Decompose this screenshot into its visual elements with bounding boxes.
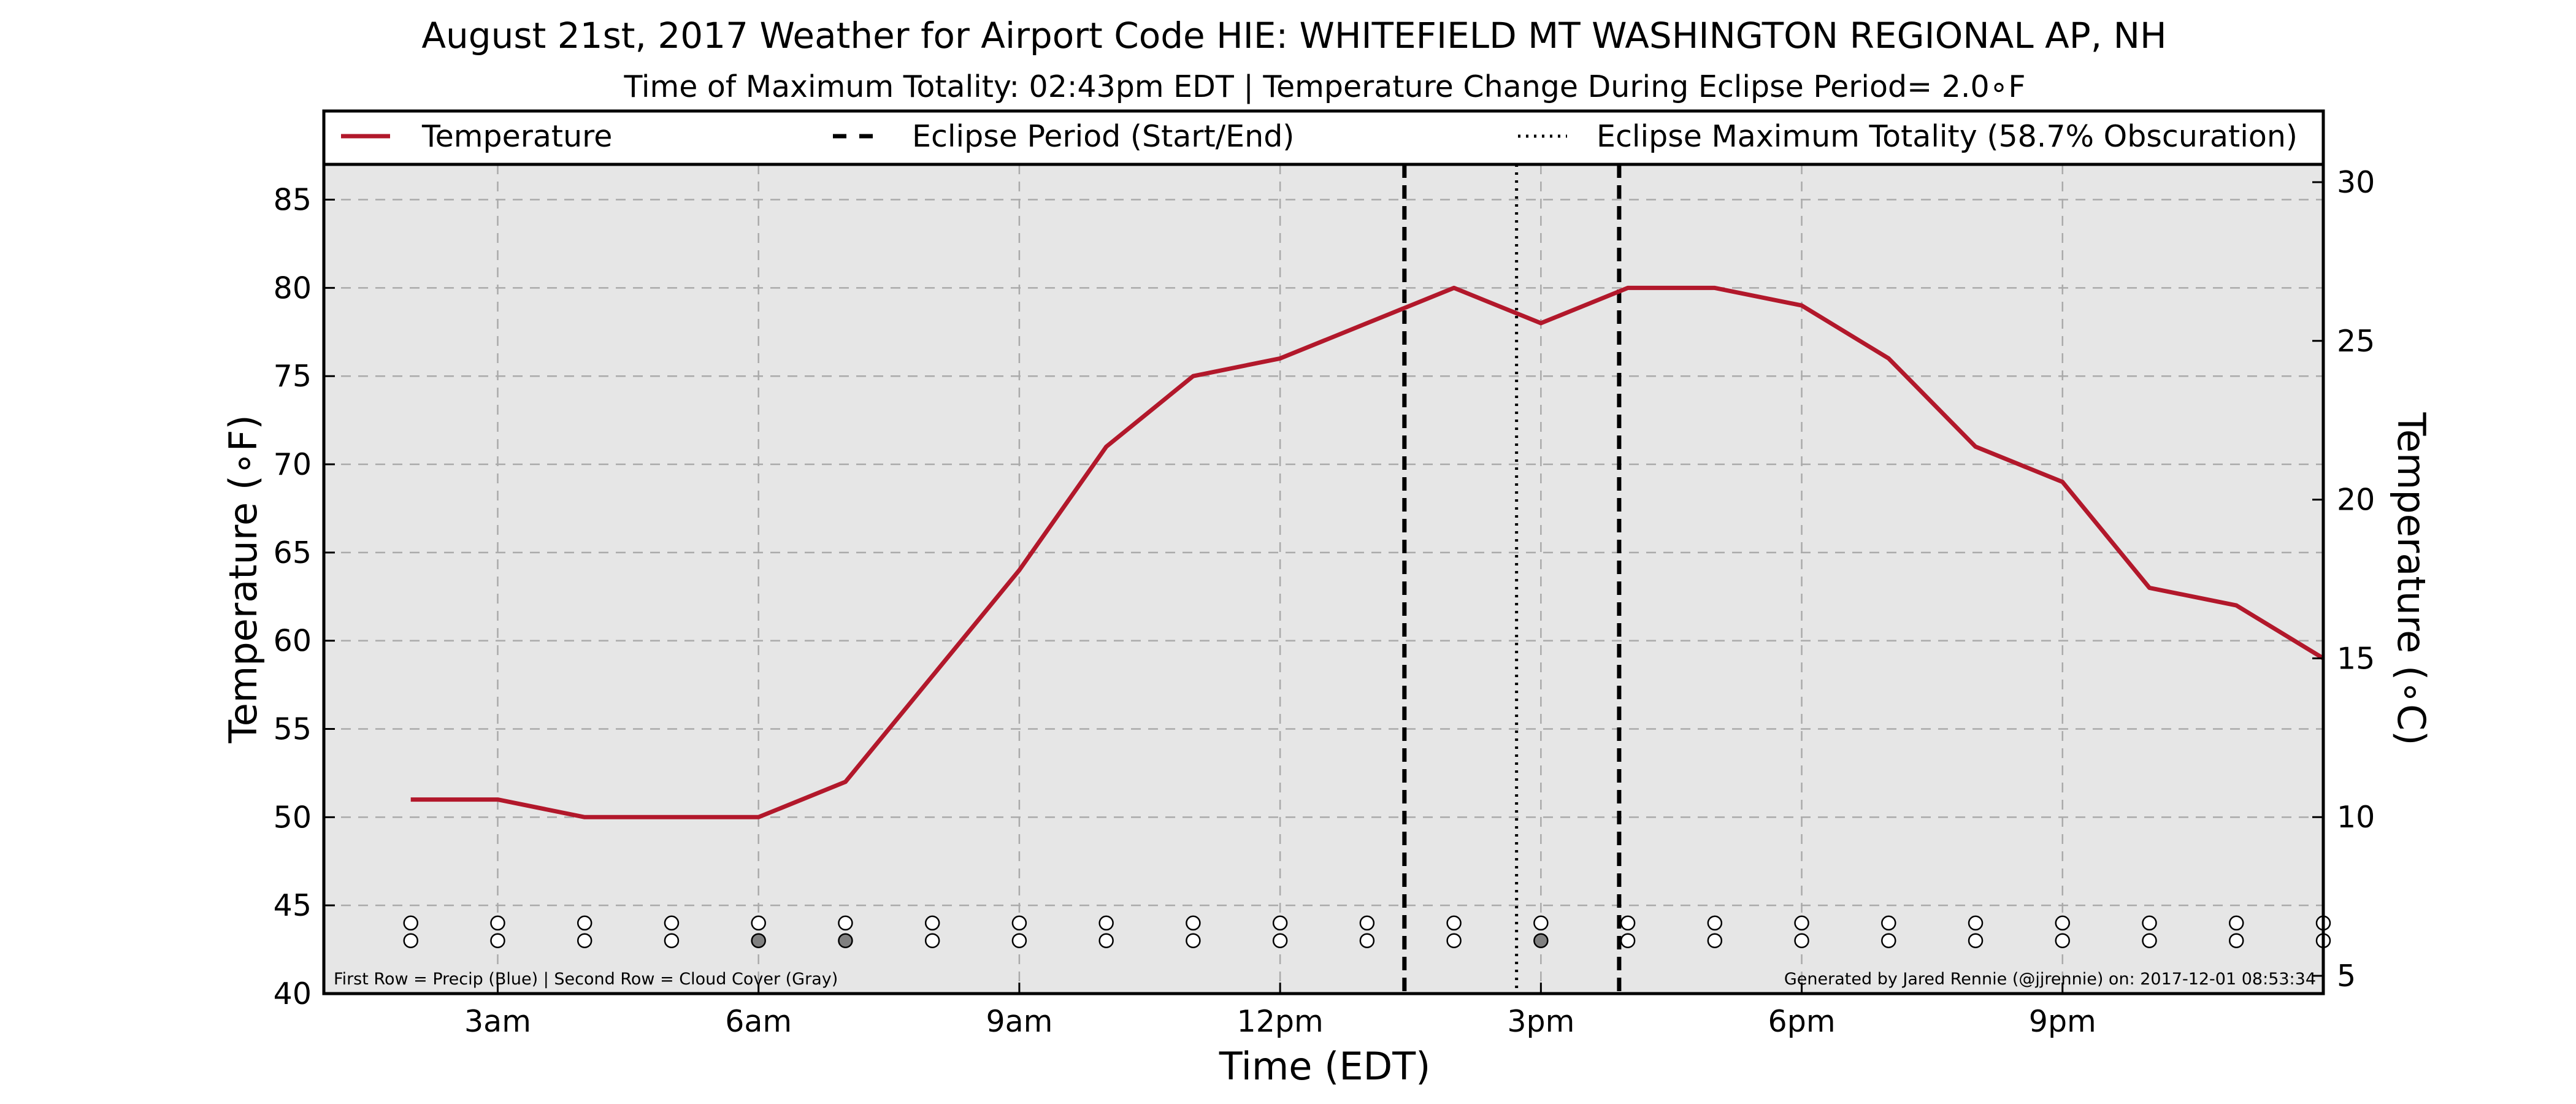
cloud-marker bbox=[1359, 933, 1375, 948]
x-axis-label: Time (EDT) bbox=[1219, 1044, 1431, 1089]
precip-marker bbox=[1620, 915, 1636, 931]
y-tick-label: 40 bbox=[274, 976, 312, 1011]
precip-marker bbox=[403, 915, 418, 931]
precip-marker bbox=[577, 915, 592, 931]
y-axis-left: 40 45 50 55 60 65 70 75 80 85 bbox=[274, 183, 335, 1011]
legend-label-eclipse-period: Eclipse Period (Start/End) bbox=[912, 119, 1294, 154]
precip-marker bbox=[2142, 915, 2157, 931]
y-tick-label: 60 bbox=[274, 624, 312, 659]
cloud-marker bbox=[1881, 933, 1896, 948]
x-tick-label: 12pm bbox=[1237, 1004, 1324, 1039]
precip-marker bbox=[1359, 915, 1375, 931]
precip-marker bbox=[1707, 915, 1723, 931]
y-tick-label: 50 bbox=[274, 800, 312, 835]
x-axis: 3am 6am 9am 12pm 3pm 6pm 9pm bbox=[464, 983, 2096, 1039]
precip-marker bbox=[664, 915, 680, 931]
cloud-marker bbox=[577, 933, 592, 948]
cloud-marker bbox=[751, 933, 766, 948]
marker-rows bbox=[403, 915, 2331, 948]
precip-marker bbox=[1272, 915, 1288, 931]
annotation-left: First Row = Precip (Blue) | Second Row =… bbox=[334, 970, 838, 989]
cloud-marker bbox=[664, 933, 680, 948]
legend-box bbox=[322, 109, 2325, 166]
cloud-marker bbox=[1707, 933, 1723, 948]
cloud-marker bbox=[1533, 933, 1549, 948]
chart-subtitle: Time of Maximum Totality: 02:43pm EDT | … bbox=[623, 69, 2025, 104]
cloud-marker bbox=[1446, 933, 1462, 948]
y-right-tick-label: 10 bbox=[2337, 800, 2375, 835]
precip-marker bbox=[1533, 915, 1549, 931]
x-tick-label: 9am bbox=[986, 1004, 1052, 1039]
y-right-tick-label: 5 bbox=[2337, 959, 2356, 994]
y-tick-label: 45 bbox=[274, 888, 312, 923]
cloud-marker bbox=[1098, 933, 1114, 948]
cloud-marker bbox=[403, 933, 418, 948]
precip-marker bbox=[838, 915, 853, 931]
y-tick-label: 70 bbox=[274, 447, 312, 482]
cloud-marker bbox=[924, 933, 940, 948]
y-tick-label: 80 bbox=[274, 270, 312, 305]
series-layer bbox=[410, 285, 2325, 819]
cloud-marker bbox=[1794, 933, 1809, 948]
legend-label-temperature: Temperature bbox=[421, 119, 612, 154]
cloud-marker bbox=[838, 933, 853, 948]
precip-marker bbox=[1446, 915, 1462, 931]
annotation-right: Generated by Jared Rennie (@jjrennie) on… bbox=[1784, 970, 2316, 989]
precip-marker bbox=[1968, 915, 1984, 931]
y-right-tick-label: 30 bbox=[2337, 165, 2375, 200]
cloud-marker bbox=[1620, 933, 1636, 948]
x-tick-label: 6am bbox=[725, 1004, 792, 1039]
cloud-marker bbox=[490, 933, 505, 948]
precip-marker bbox=[924, 915, 940, 931]
y-tick-label: 85 bbox=[274, 183, 312, 218]
y-tick-label: 75 bbox=[274, 359, 312, 394]
precip-marker bbox=[751, 915, 766, 931]
cloud-marker bbox=[1272, 933, 1288, 948]
y-right-tick-label: 15 bbox=[2337, 641, 2375, 676]
grid-lines bbox=[324, 164, 2323, 994]
y-right-tick-label: 25 bbox=[2337, 324, 2375, 359]
precip-marker bbox=[1881, 915, 1896, 931]
y-tick-label: 55 bbox=[274, 712, 312, 747]
y-axis-label-right: Temperature (∘C) bbox=[2389, 412, 2434, 746]
x-tick-label: 9pm bbox=[2029, 1004, 2096, 1039]
precip-marker bbox=[2229, 915, 2244, 931]
cloud-marker bbox=[2055, 933, 2071, 948]
x-tick-label: 3pm bbox=[1507, 1004, 1574, 1039]
y-right-tick-label: 20 bbox=[2337, 483, 2375, 518]
eclipse-lines bbox=[1402, 164, 1622, 994]
precip-marker bbox=[490, 915, 505, 931]
cloud-marker bbox=[1968, 933, 1984, 948]
x-tick-label: 6pm bbox=[1768, 1004, 1836, 1039]
precip-marker bbox=[1011, 915, 1027, 931]
precip-marker bbox=[1794, 915, 1809, 931]
y-axis-right: 5 10 15 20 25 30 bbox=[2312, 165, 2375, 994]
cloud-marker bbox=[2142, 933, 2157, 948]
cloud-marker bbox=[1186, 933, 1201, 948]
y-axis-label-left: Temperature (∘F) bbox=[221, 415, 266, 743]
precip-marker bbox=[2055, 915, 2071, 931]
y-tick-label: 65 bbox=[274, 535, 312, 570]
cloud-marker bbox=[2229, 933, 2244, 948]
legend-label-eclipse-max: Eclipse Maximum Totality (58.7% Obscurat… bbox=[1597, 119, 2298, 154]
precip-marker bbox=[1186, 915, 1201, 931]
x-tick-label: 3am bbox=[464, 1004, 531, 1039]
cloud-marker bbox=[1011, 933, 1027, 948]
precip-marker bbox=[1098, 915, 1114, 931]
legend: Temperature Eclipse Period (Start/End) E… bbox=[322, 109, 2325, 166]
plot-background bbox=[324, 164, 2323, 994]
chart-title: August 21st, 2017 Weather for Airport Co… bbox=[421, 15, 2166, 56]
